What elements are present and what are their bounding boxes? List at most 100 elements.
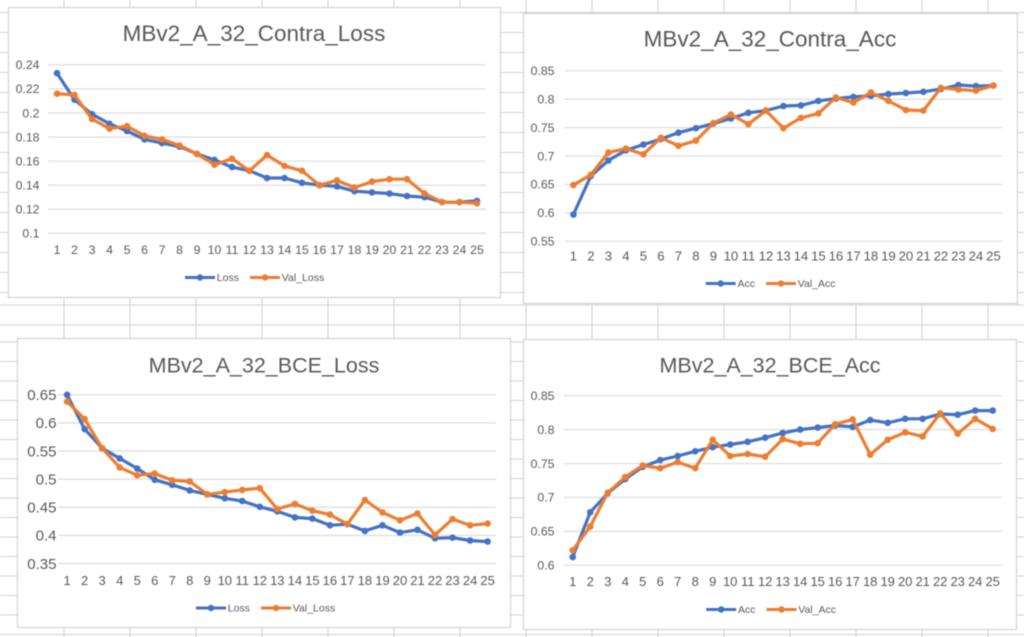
svg-text:15: 15	[811, 249, 826, 264]
svg-text:0.7: 0.7	[537, 491, 554, 505]
svg-text:24: 24	[463, 573, 477, 588]
svg-text:0.6: 0.6	[537, 559, 554, 573]
svg-text:0.65: 0.65	[531, 178, 555, 192]
svg-text:19: 19	[375, 573, 389, 588]
svg-text:24: 24	[968, 574, 982, 589]
svg-text:21: 21	[410, 573, 424, 588]
svg-text:MBv2_A_32_BCE_Loss: MBv2_A_32_BCE_Loss	[149, 354, 380, 378]
svg-text:12: 12	[243, 243, 257, 257]
svg-text:10: 10	[723, 574, 737, 589]
svg-text:18: 18	[348, 243, 362, 257]
svg-text:0.45: 0.45	[27, 500, 56, 517]
svg-text:19: 19	[365, 243, 379, 257]
svg-text:2: 2	[587, 249, 594, 264]
svg-text:10: 10	[208, 243, 222, 257]
svg-text:11: 11	[226, 243, 239, 257]
svg-text:0.24: 0.24	[16, 58, 40, 72]
svg-text:1: 1	[54, 243, 61, 257]
svg-text:8: 8	[692, 574, 699, 589]
svg-text:0.8: 0.8	[537, 423, 554, 437]
svg-text:13: 13	[775, 574, 789, 589]
svg-text:0.65: 0.65	[531, 525, 555, 539]
svg-text:Loss: Loss	[217, 272, 239, 284]
svg-text:5: 5	[134, 573, 141, 588]
svg-text:Loss: Loss	[228, 603, 250, 615]
svg-text:25: 25	[470, 243, 484, 257]
svg-text:16: 16	[828, 574, 842, 589]
svg-text:10: 10	[218, 573, 232, 588]
svg-text:2: 2	[71, 243, 78, 257]
svg-text:7: 7	[159, 243, 166, 257]
svg-text:20: 20	[393, 573, 407, 588]
svg-text:14: 14	[288, 573, 302, 588]
svg-text:9: 9	[710, 249, 717, 264]
svg-text:25: 25	[986, 249, 1001, 264]
svg-text:4: 4	[622, 249, 629, 264]
svg-text:23: 23	[951, 249, 966, 264]
svg-text:0.5: 0.5	[36, 471, 57, 488]
svg-text:17: 17	[846, 249, 861, 264]
svg-text:17: 17	[340, 573, 354, 588]
svg-text:9: 9	[194, 243, 201, 257]
svg-text:25: 25	[480, 573, 494, 588]
svg-text:0.75: 0.75	[531, 121, 555, 135]
svg-text:11: 11	[741, 574, 755, 589]
svg-text:25: 25	[985, 574, 999, 589]
svg-text:1: 1	[569, 574, 576, 589]
svg-text:21: 21	[916, 249, 931, 264]
svg-text:16: 16	[829, 249, 844, 264]
svg-text:4: 4	[116, 573, 123, 588]
svg-text:20: 20	[899, 249, 914, 264]
svg-text:14: 14	[794, 249, 809, 264]
svg-text:MBv2_A_32_BCE_Acc: MBv2_A_32_BCE_Acc	[659, 354, 880, 378]
svg-text:Val_Loss: Val_Loss	[293, 603, 335, 615]
svg-text:0.65: 0.65	[27, 387, 56, 404]
svg-text:0.4: 0.4	[36, 528, 57, 545]
svg-text:0.8: 0.8	[537, 93, 554, 107]
svg-text:5: 5	[124, 243, 131, 257]
svg-text:15: 15	[295, 243, 309, 257]
svg-text:19: 19	[881, 249, 896, 264]
svg-text:19: 19	[880, 574, 894, 589]
svg-text:6: 6	[657, 574, 664, 589]
svg-text:23: 23	[435, 243, 449, 257]
svg-text:0.2: 0.2	[22, 106, 39, 120]
svg-text:16: 16	[323, 573, 337, 588]
svg-text:Val_Acc: Val_Acc	[798, 604, 836, 616]
svg-text:0.85: 0.85	[531, 64, 555, 78]
svg-text:0.6: 0.6	[36, 415, 57, 432]
svg-text:16: 16	[313, 243, 327, 257]
svg-text:Acc: Acc	[738, 278, 756, 290]
svg-text:12: 12	[758, 574, 772, 589]
svg-text:6: 6	[657, 249, 664, 264]
svg-text:11: 11	[742, 249, 756, 264]
svg-text:0.7: 0.7	[537, 149, 554, 163]
svg-text:10: 10	[724, 249, 739, 264]
svg-text:Acc: Acc	[738, 604, 756, 616]
svg-text:13: 13	[270, 573, 284, 588]
svg-text:0.16: 0.16	[16, 154, 40, 168]
svg-text:24: 24	[969, 249, 984, 264]
svg-text:7: 7	[675, 249, 682, 264]
svg-text:3: 3	[604, 574, 611, 589]
svg-text:0.22: 0.22	[16, 82, 40, 96]
svg-text:21: 21	[915, 574, 929, 589]
svg-text:14: 14	[793, 574, 807, 589]
svg-text:15: 15	[810, 574, 824, 589]
svg-text:14: 14	[278, 243, 292, 257]
svg-text:1: 1	[63, 573, 70, 588]
svg-text:17: 17	[845, 574, 859, 589]
svg-text:0.1: 0.1	[22, 227, 39, 241]
svg-text:12: 12	[253, 573, 267, 588]
svg-text:12: 12	[759, 249, 774, 264]
svg-text:3: 3	[98, 573, 105, 588]
svg-text:Val_Acc: Val_Acc	[798, 278, 836, 290]
svg-text:8: 8	[176, 243, 183, 257]
svg-text:0.55: 0.55	[531, 235, 555, 249]
svg-text:24: 24	[453, 243, 467, 257]
svg-text:23: 23	[950, 574, 964, 589]
svg-text:17: 17	[330, 243, 344, 257]
svg-text:18: 18	[864, 249, 879, 264]
svg-text:22: 22	[418, 243, 432, 257]
svg-text:9: 9	[204, 573, 211, 588]
